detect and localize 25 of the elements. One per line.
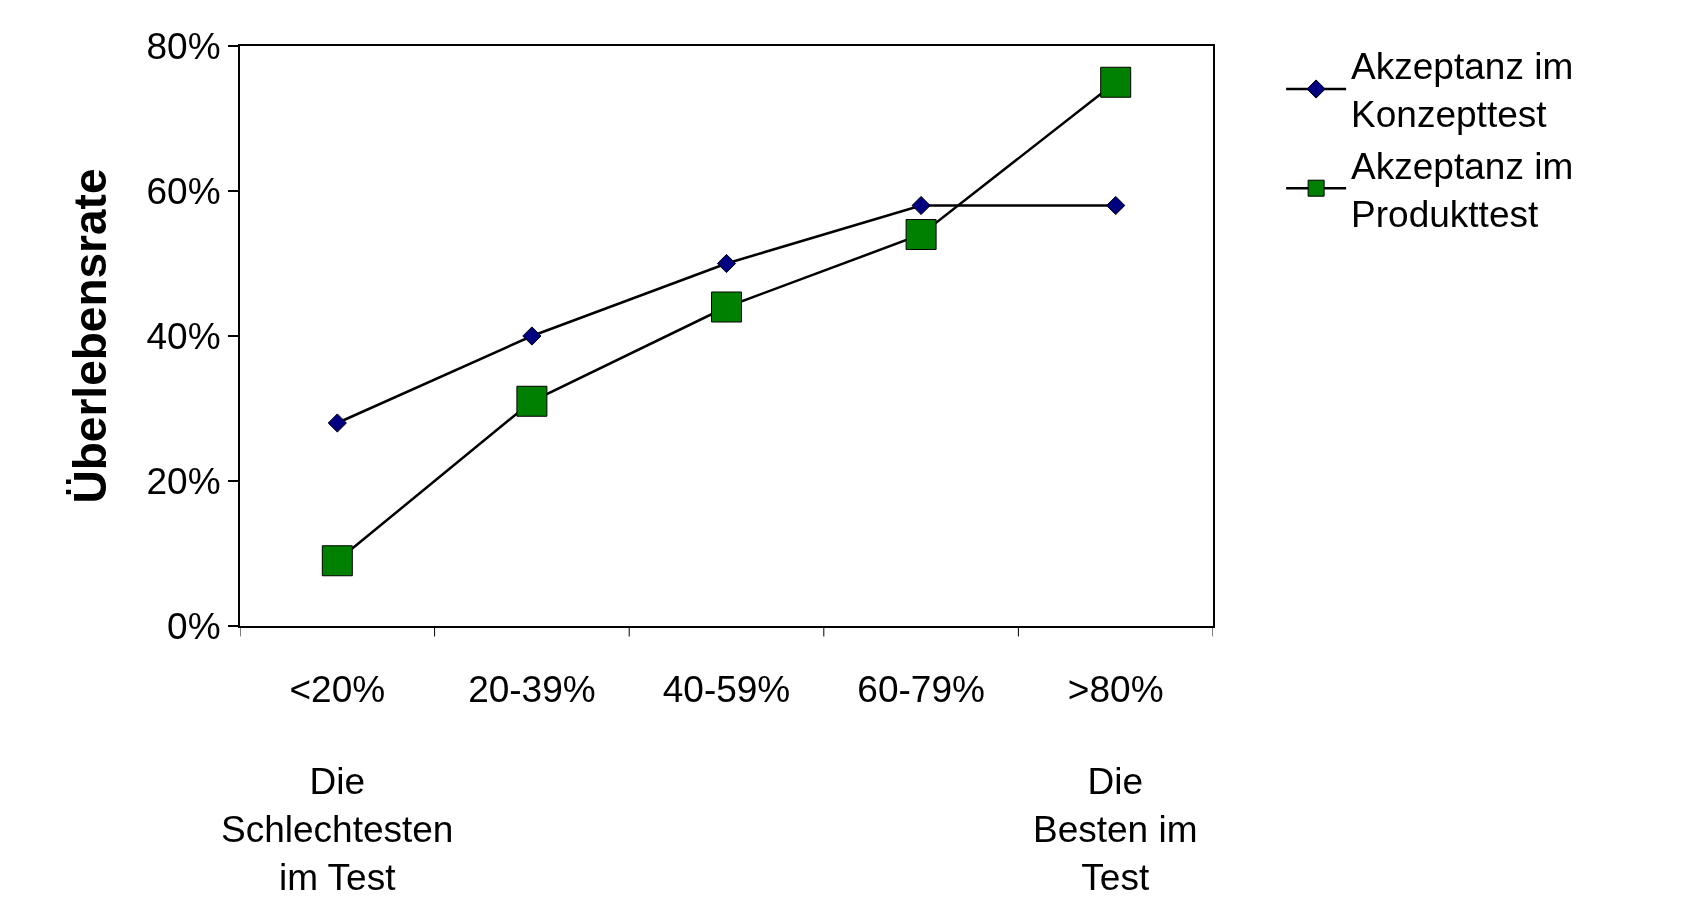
x-tick-label: 40-59% bbox=[662, 669, 791, 711]
legend-label: Akzeptanz im Konzepttest bbox=[1351, 46, 1574, 136]
point bbox=[911, 195, 931, 216]
x-tick-label: 60-79% bbox=[857, 669, 985, 711]
y-tick-label: 80% bbox=[146, 25, 221, 67]
legend-label: Akzeptanz im Produkttest bbox=[1351, 145, 1574, 235]
y-tick-label: 0% bbox=[167, 605, 221, 647]
x-tick-label: 20-39% bbox=[468, 669, 596, 711]
point bbox=[716, 253, 737, 274]
y-axis-title: Überlebensrate bbox=[64, 168, 117, 504]
x-tick-label: >80% bbox=[1067, 669, 1164, 711]
x-tick-label: <20% bbox=[289, 669, 386, 711]
point bbox=[516, 385, 548, 417]
point bbox=[711, 291, 742, 323]
point bbox=[522, 326, 542, 346]
text: Die Schlechtesten im Test bbox=[221, 761, 454, 899]
y-tick-label: 60% bbox=[146, 170, 221, 212]
y-tick-label: 40% bbox=[146, 315, 221, 357]
point bbox=[905, 219, 937, 250]
point bbox=[1100, 66, 1132, 98]
y-tick-label: 20% bbox=[146, 460, 221, 502]
point bbox=[321, 545, 353, 577]
point bbox=[1106, 195, 1126, 216]
point bbox=[327, 413, 347, 433]
text: Die Besten im Test bbox=[1033, 761, 1198, 899]
